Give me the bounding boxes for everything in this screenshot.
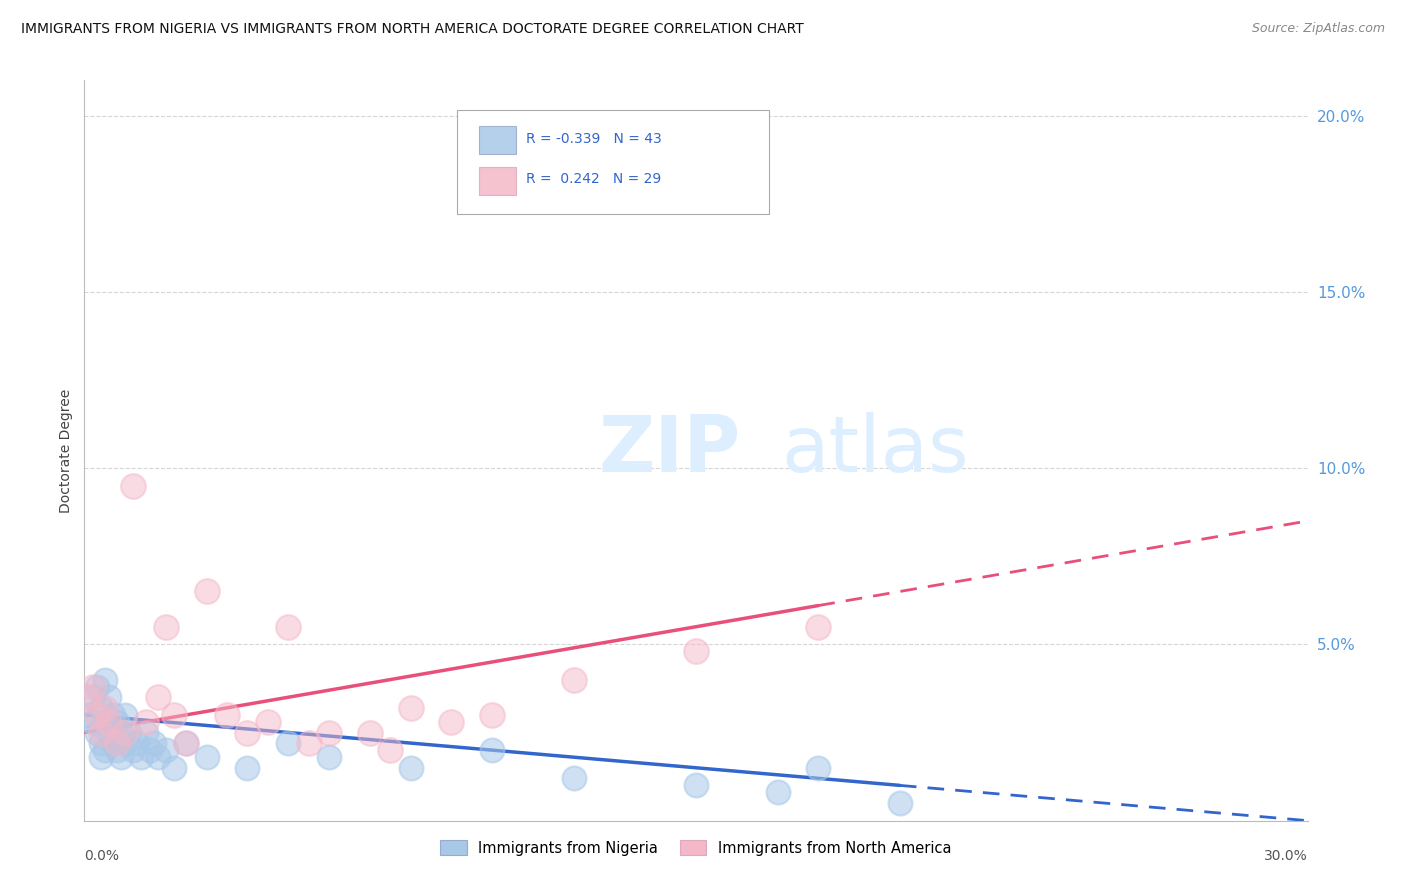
Point (114, 725, 136, 739)
Point (155, 743, 177, 757)
Point (889, 796, 911, 810)
FancyBboxPatch shape (457, 110, 769, 213)
Point (82, 690, 104, 705)
Point (174, 736, 197, 750)
Point (142, 736, 165, 750)
Point (90, 736, 112, 750)
Point (82, 714, 104, 729)
Point (146, 750, 169, 764)
Point (174, 736, 197, 750)
Point (86, 725, 108, 739)
Point (93, 701, 115, 715)
Text: 30.0%: 30.0% (1264, 849, 1308, 863)
Point (318, 750, 340, 764)
Point (135, 714, 157, 729)
Point (105, 714, 128, 729)
Bar (479, 167, 516, 195)
Point (105, 736, 128, 750)
Point (481, 707, 503, 722)
Point (127, 736, 149, 750)
Point (101, 736, 124, 750)
Point (86, 707, 108, 722)
Point (82, 680, 104, 694)
Point (110, 725, 132, 739)
Point (399, 761, 422, 775)
Point (440, 714, 463, 729)
Point (277, 736, 299, 750)
Point (195, 584, 218, 599)
Text: IMMIGRANTS FROM NIGERIA VS IMMIGRANTS FROM NORTH AMERICA DOCTORATE DEGREE CORREL: IMMIGRANTS FROM NIGERIA VS IMMIGRANTS FR… (21, 22, 804, 37)
Point (481, 743, 503, 757)
Point (90, 750, 112, 764)
Point (86, 680, 108, 694)
Point (807, 620, 830, 634)
Text: R =  0.242   N = 29: R = 0.242 N = 29 (526, 172, 661, 186)
Point (359, 725, 381, 739)
Point (380, 743, 402, 757)
Point (93, 743, 115, 757)
Point (562, 673, 585, 687)
Point (90, 725, 112, 739)
Point (110, 750, 132, 764)
Text: R = -0.339   N = 43: R = -0.339 N = 43 (526, 132, 662, 145)
Point (77, 707, 100, 722)
Point (257, 714, 280, 729)
Point (236, 761, 259, 775)
Point (93, 673, 115, 687)
Y-axis label: Doctorate Degree: Doctorate Degree (59, 388, 73, 513)
Text: atlas: atlas (782, 412, 969, 489)
Point (77, 690, 100, 705)
Point (318, 725, 340, 739)
Point (131, 750, 153, 764)
Point (195, 750, 218, 764)
Point (146, 690, 169, 705)
Point (807, 761, 830, 775)
Point (685, 778, 707, 792)
Text: Source: ZipAtlas.com: Source: ZipAtlas.com (1251, 22, 1385, 36)
Point (114, 707, 136, 722)
Point (105, 743, 128, 757)
Point (766, 785, 789, 799)
Point (277, 620, 299, 634)
Bar (479, 126, 516, 154)
Point (138, 743, 160, 757)
Point (101, 707, 124, 722)
Point (122, 479, 145, 493)
Point (163, 761, 186, 775)
Point (135, 725, 157, 739)
Point (685, 644, 707, 658)
Point (298, 736, 321, 750)
Point (97, 690, 120, 705)
Point (217, 707, 239, 722)
Point (93, 714, 115, 729)
Point (399, 701, 422, 715)
Point (155, 620, 177, 634)
Point (114, 736, 136, 750)
Point (90, 701, 112, 715)
Point (122, 743, 145, 757)
Point (163, 707, 186, 722)
Point (118, 725, 141, 739)
Text: ZIP: ZIP (598, 412, 741, 489)
Legend: Immigrants from Nigeria, Immigrants from North America: Immigrants from Nigeria, Immigrants from… (434, 834, 957, 862)
Point (97, 714, 120, 729)
Point (236, 725, 259, 739)
Point (562, 772, 585, 786)
Point (97, 725, 120, 739)
Text: 0.0%: 0.0% (84, 849, 120, 863)
